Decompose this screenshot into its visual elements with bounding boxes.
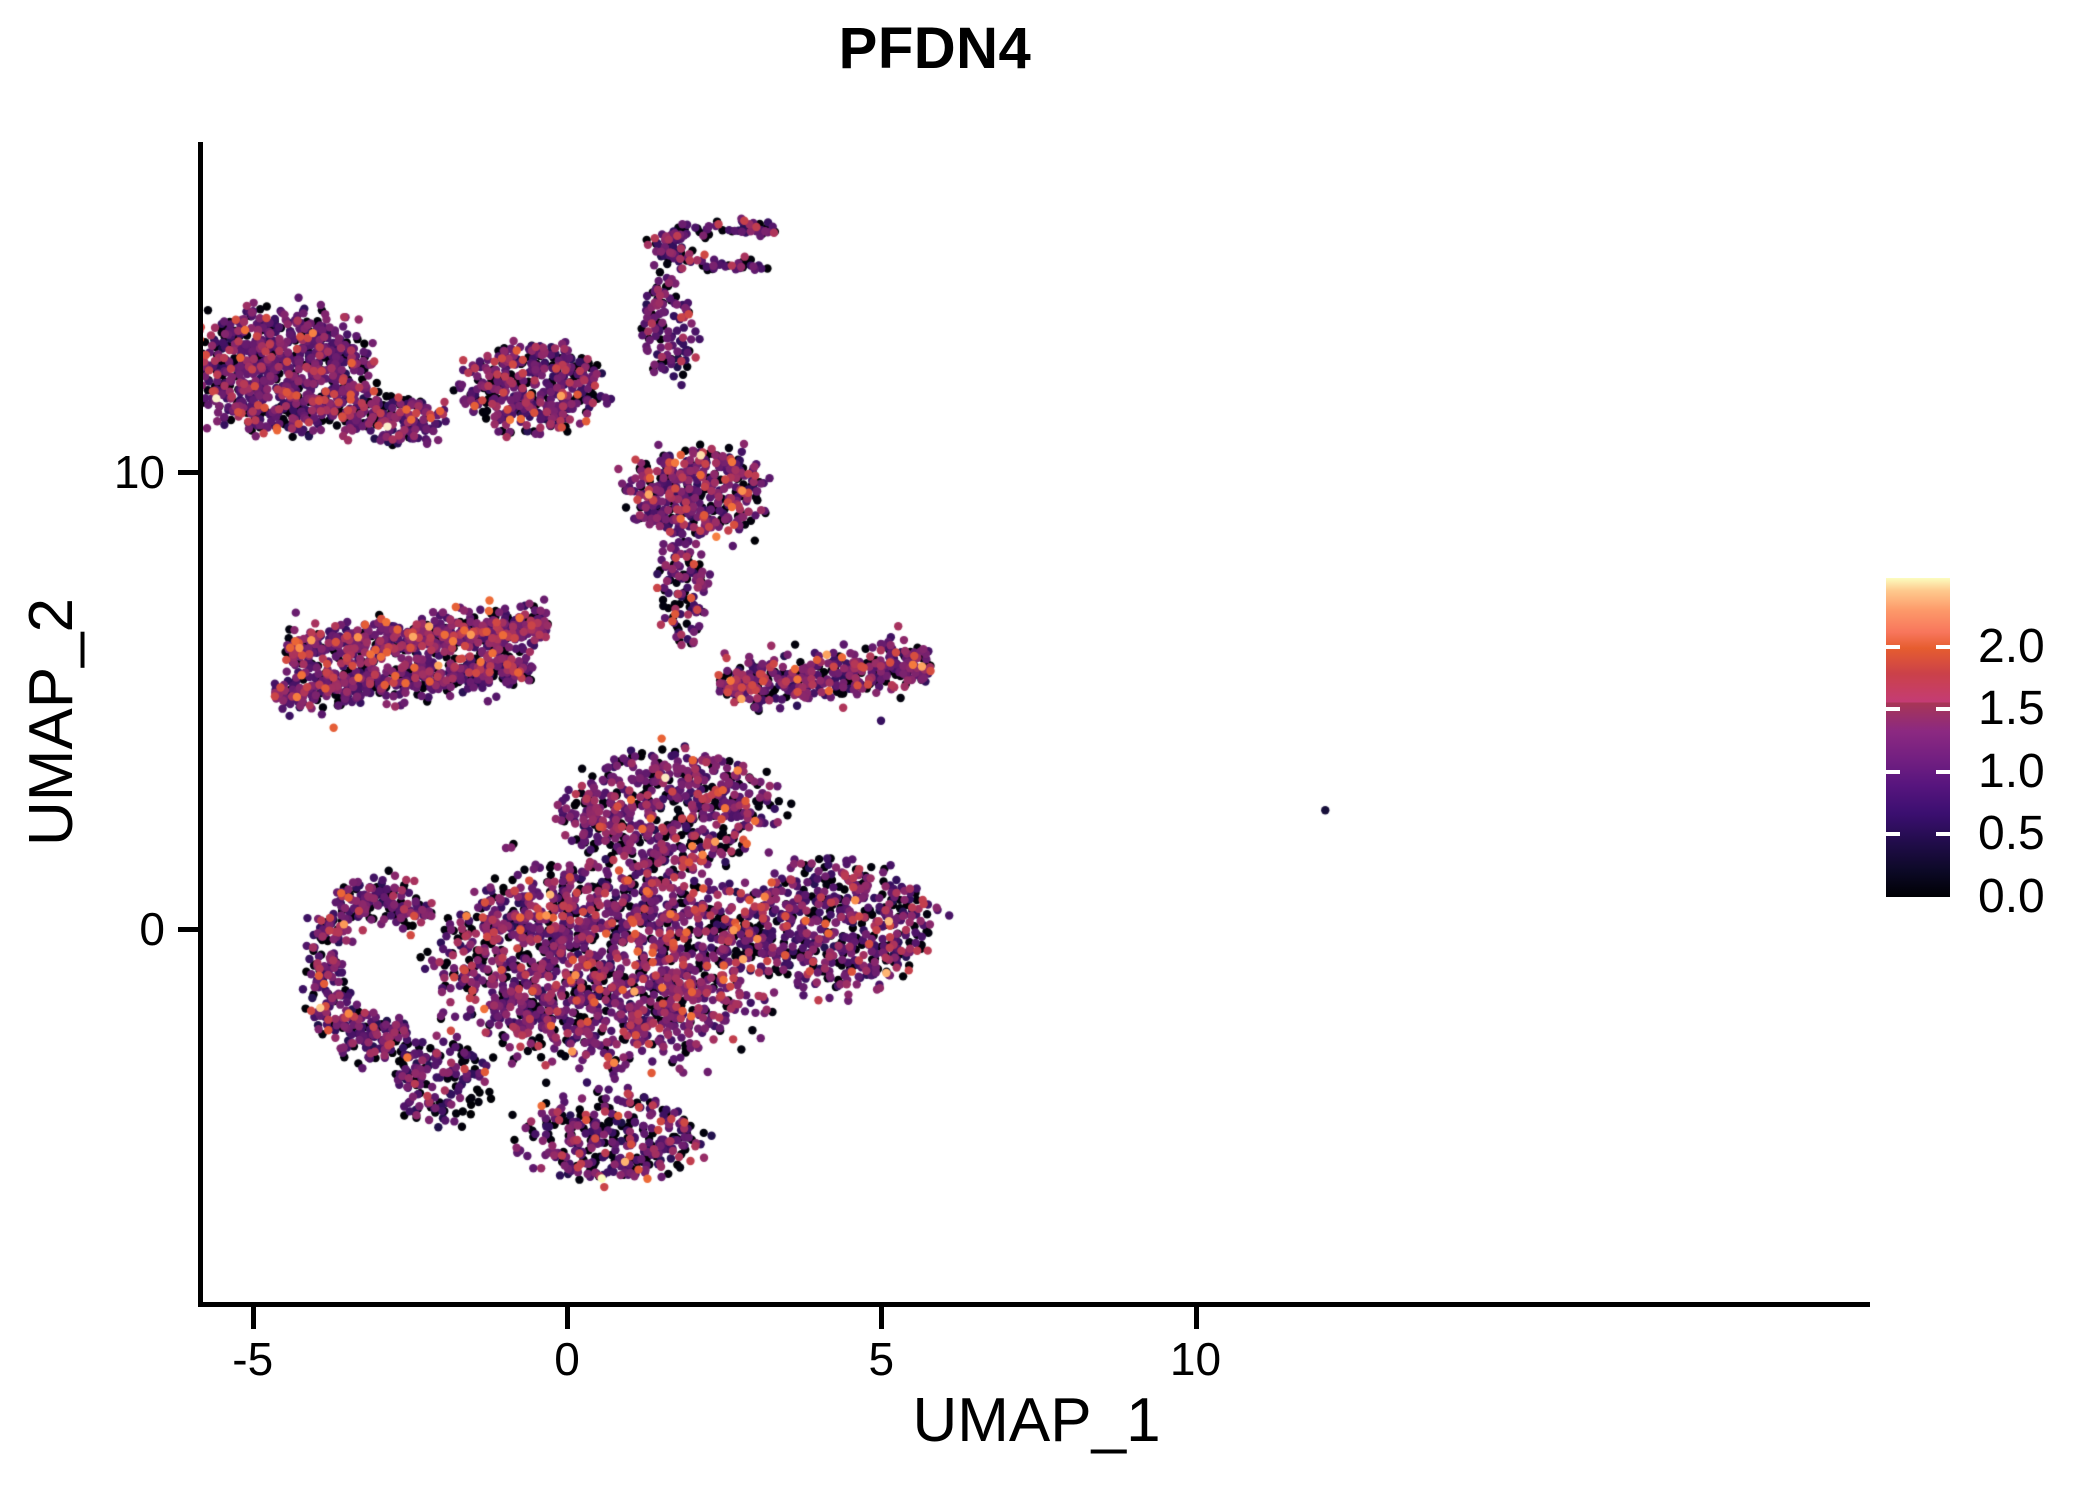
- colorbar-tick-mark: [1886, 707, 1900, 712]
- plot-panel: [203, 142, 1870, 1302]
- y-axis-title: UMAP_2: [17, 597, 86, 847]
- x-tick-mark: [250, 1307, 256, 1329]
- colorbar-tick-mark: [1936, 707, 1950, 712]
- colorbar-tick-mark: [1936, 644, 1950, 649]
- scatter-points-layer: [203, 142, 1870, 1302]
- x-tick-label: 5: [868, 1333, 895, 1385]
- y-tick-mark: [178, 927, 200, 932]
- colorbar-tick-mark: [1886, 832, 1900, 837]
- colorbar-tick-mark: [1936, 769, 1950, 774]
- x-tick-label: 10: [1169, 1333, 1222, 1385]
- page-title: PFDN4: [838, 16, 1032, 81]
- y-tick-mark: [178, 470, 200, 475]
- x-tick-mark: [879, 1307, 885, 1329]
- colorbar-tick-mark: [1886, 644, 1900, 649]
- y-axis-line: [198, 142, 203, 1307]
- colorbar-tick-label: 0.0: [1978, 870, 2045, 923]
- colorbar-tick-label: 1.0: [1978, 744, 2045, 798]
- x-tick-mark: [565, 1307, 570, 1329]
- colorbar-tick-mark: [1886, 769, 1900, 774]
- colorbar-gradient: [1886, 578, 1950, 897]
- x-tick-mark: [1193, 1307, 1199, 1329]
- x-tick-label: -5: [232, 1333, 274, 1385]
- colorbar-tick-label: 0.5: [1978, 807, 2045, 861]
- colorbar-tick-mark: [1936, 832, 1950, 837]
- y-tick-label: 0: [139, 903, 165, 955]
- colorbar-tick-label: 1.5: [1978, 682, 2045, 736]
- x-axis-line: [198, 1302, 1870, 1307]
- y-tick-label: 10: [113, 446, 165, 498]
- colorbar-legend: 2.0 1.5 1.0 0.5 0.0: [1886, 578, 2086, 921]
- x-tick-label: 0: [554, 1333, 580, 1385]
- x-axis-title: UMAP_1: [912, 1386, 1161, 1455]
- colorbar-tick-label: 2.0: [1978, 619, 2045, 673]
